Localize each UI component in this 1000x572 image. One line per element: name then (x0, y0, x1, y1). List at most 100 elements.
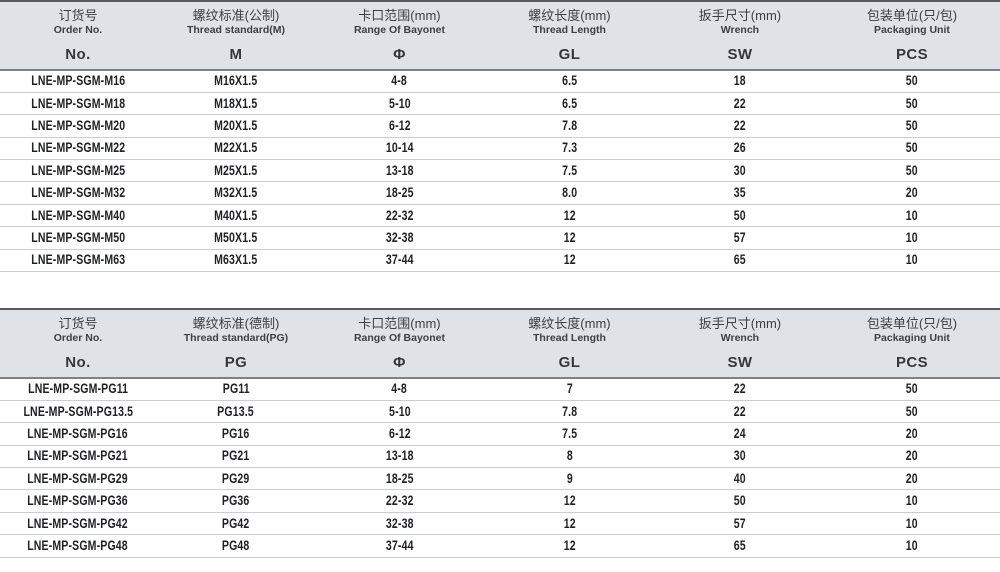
cell-value: LNE-MP-SGM-PG11 (27, 381, 129, 397)
cell-packaging-unit: 50 (823, 114, 1000, 138)
cell-bayonet-range: 6-12 (315, 114, 483, 138)
cell-bayonet-range: 32-38 (315, 512, 483, 536)
cell-thread-length: 12 (482, 226, 656, 250)
column-symbol: Φ (393, 354, 406, 372)
header-row: 订货号 Order No. No. 螺纹标准(德制) Thread standard(P… (0, 308, 1000, 380)
col-header-packaging-unit: 包装单位(只/包) Packaging Unit PCS (823, 308, 1000, 380)
cell-value: M63X1.5 (214, 252, 258, 268)
cell-thread-standard: PG42 (155, 512, 316, 536)
cell-order-no: LNE-MP-SGM-M20 (0, 114, 156, 138)
table-row: LNE-MP-SGM-M22 M22X1.5 10-14 7.3 26 50 (0, 137, 1000, 161)
column-label-zh: 螺纹标准(公制) (192, 8, 280, 23)
cell-order-no: LNE-MP-SGM-M40 (0, 204, 156, 228)
cell-value: 7.5 (561, 425, 578, 441)
cell-value: 50 (905, 95, 918, 111)
header-row: 订货号 Order No. No. 螺纹标准(公制) Thread standard(M… (0, 0, 1000, 71)
cell-wrench: 26 (655, 137, 824, 161)
cell-value: 5-10 (388, 95, 411, 111)
table-row: LNE-MP-SGM-M32 M32X1.5 18-25 8.0 35 20 (0, 181, 1000, 205)
col-header-wrench: 扳手尺寸(mm) Wrench SW (655, 0, 824, 71)
cell-value: 12 (563, 207, 576, 223)
cell-value: 10 (905, 493, 918, 509)
column-symbol: GL (558, 46, 581, 63)
cell-value: 32-38 (385, 229, 414, 245)
cell-value: 22 (733, 381, 746, 397)
cell-bayonet-range: 5-10 (315, 400, 483, 424)
cell-bayonet-range: 13-18 (315, 159, 483, 183)
cell-wrench: 57 (655, 512, 824, 536)
column-symbol: SW (727, 354, 753, 372)
cell-order-no: LNE-MP-SGM-PG42 (0, 512, 156, 536)
cell-wrench: 57 (655, 226, 824, 250)
cell-value: M50X1.5 (214, 229, 258, 245)
cell-value: 22 (733, 403, 746, 419)
cell-bayonet-range: 37-44 (315, 534, 483, 558)
cell-thread-length: 8 (482, 445, 656, 469)
cell-bayonet-range: 6-12 (315, 422, 483, 446)
cell-value: 7.8 (561, 403, 578, 419)
cell-value: 8.0 (561, 185, 578, 201)
col-header-order-no: 订货号 Order No. No. (0, 308, 156, 380)
cell-order-no: LNE-MP-SGM-M16 (0, 70, 156, 93)
cell-bayonet-range: 4-8 (315, 70, 483, 93)
column-symbol: No. (65, 354, 91, 372)
cell-thread-length: 12 (482, 534, 656, 558)
cell-value: 20 (905, 470, 918, 486)
cell-value: M22X1.5 (214, 140, 258, 156)
cell-order-no: LNE-MP-SGM-M25 (0, 159, 156, 183)
cell-order-no: LNE-MP-SGM-M50 (0, 226, 156, 250)
cell-thread-standard: M20X1.5 (155, 114, 316, 138)
cell-wrench: 22 (655, 92, 824, 116)
cell-value: PG16 (222, 425, 250, 441)
cell-value: LNE-MP-SGM-PG48 (27, 537, 129, 553)
cell-value: 10 (905, 207, 918, 223)
cell-value: 13-18 (385, 162, 414, 178)
cell-thread-standard: PG11 (155, 378, 316, 401)
column-label-zh: 扳手尺寸(mm) (698, 8, 782, 23)
cell-packaging-unit: 10 (823, 512, 1000, 536)
cell-packaging-unit: 50 (823, 137, 1000, 161)
column-label-zh: 螺纹长度(mm) (528, 316, 611, 332)
table-row: LNE-MP-SGM-M18 M18X1.5 5-10 6.5 22 50 (0, 92, 1000, 116)
cell-packaging-unit: 10 (823, 249, 1000, 273)
cell-packaging-unit: 10 (823, 534, 1000, 558)
cell-value: 12 (563, 493, 576, 509)
column-label-en: Packaging Unit (874, 24, 950, 36)
cell-value: PG36 (222, 493, 250, 509)
cell-packaging-unit: 20 (823, 422, 1000, 446)
col-header-thread-standard: 螺纹标准(德制) Thread standard(PG) PG (155, 308, 316, 380)
column-symbol: M (229, 46, 243, 63)
cell-value: 7.8 (561, 117, 578, 133)
cell-value: LNE-MP-SGM-M22 (30, 140, 126, 156)
cell-value: LNE-MP-SGM-M18 (30, 95, 126, 111)
column-label-zh: 订货号 (58, 8, 98, 23)
cell-bayonet-range: 4-8 (315, 378, 483, 401)
cell-bayonet-range: 10-14 (315, 137, 483, 161)
cell-value: 50 (905, 381, 918, 397)
cell-value: LNE-MP-SGM-M20 (30, 117, 126, 133)
col-header-thread-length: 螺纹长度(mm) Thread Length GL (482, 308, 656, 380)
cell-value: 30 (733, 448, 746, 464)
cell-thread-standard: PG36 (155, 489, 316, 513)
cell-value: 6-12 (388, 425, 411, 441)
cell-value: PG11 (222, 381, 250, 397)
cell-thread-standard: M40X1.5 (155, 204, 316, 228)
cell-value: 30 (733, 162, 746, 178)
cell-value: 50 (905, 162, 918, 178)
cell-thread-length: 12 (482, 489, 656, 513)
table-row: LNE-MP-SGM-M63 M63X1.5 37-44 12 65 10 (0, 249, 1000, 273)
cell-value: 50 (733, 207, 746, 223)
cell-value: 65 (733, 537, 746, 553)
cell-value: 8 (566, 448, 573, 464)
column-symbol: PG (224, 354, 248, 372)
cell-value: 57 (733, 515, 746, 531)
cell-order-no: LNE-MP-SGM-PG36 (0, 489, 156, 513)
cell-value: 32-38 (385, 515, 414, 531)
column-label-en: Range Of Bayonet (353, 24, 445, 36)
cell-value: LNE-MP-SGM-M40 (30, 207, 126, 223)
cell-value: M25X1.5 (214, 162, 258, 178)
cell-value: 10 (905, 515, 918, 531)
cell-value: 22-32 (385, 493, 414, 509)
cell-wrench: 40 (655, 467, 824, 491)
cell-value: PG29 (222, 470, 250, 486)
